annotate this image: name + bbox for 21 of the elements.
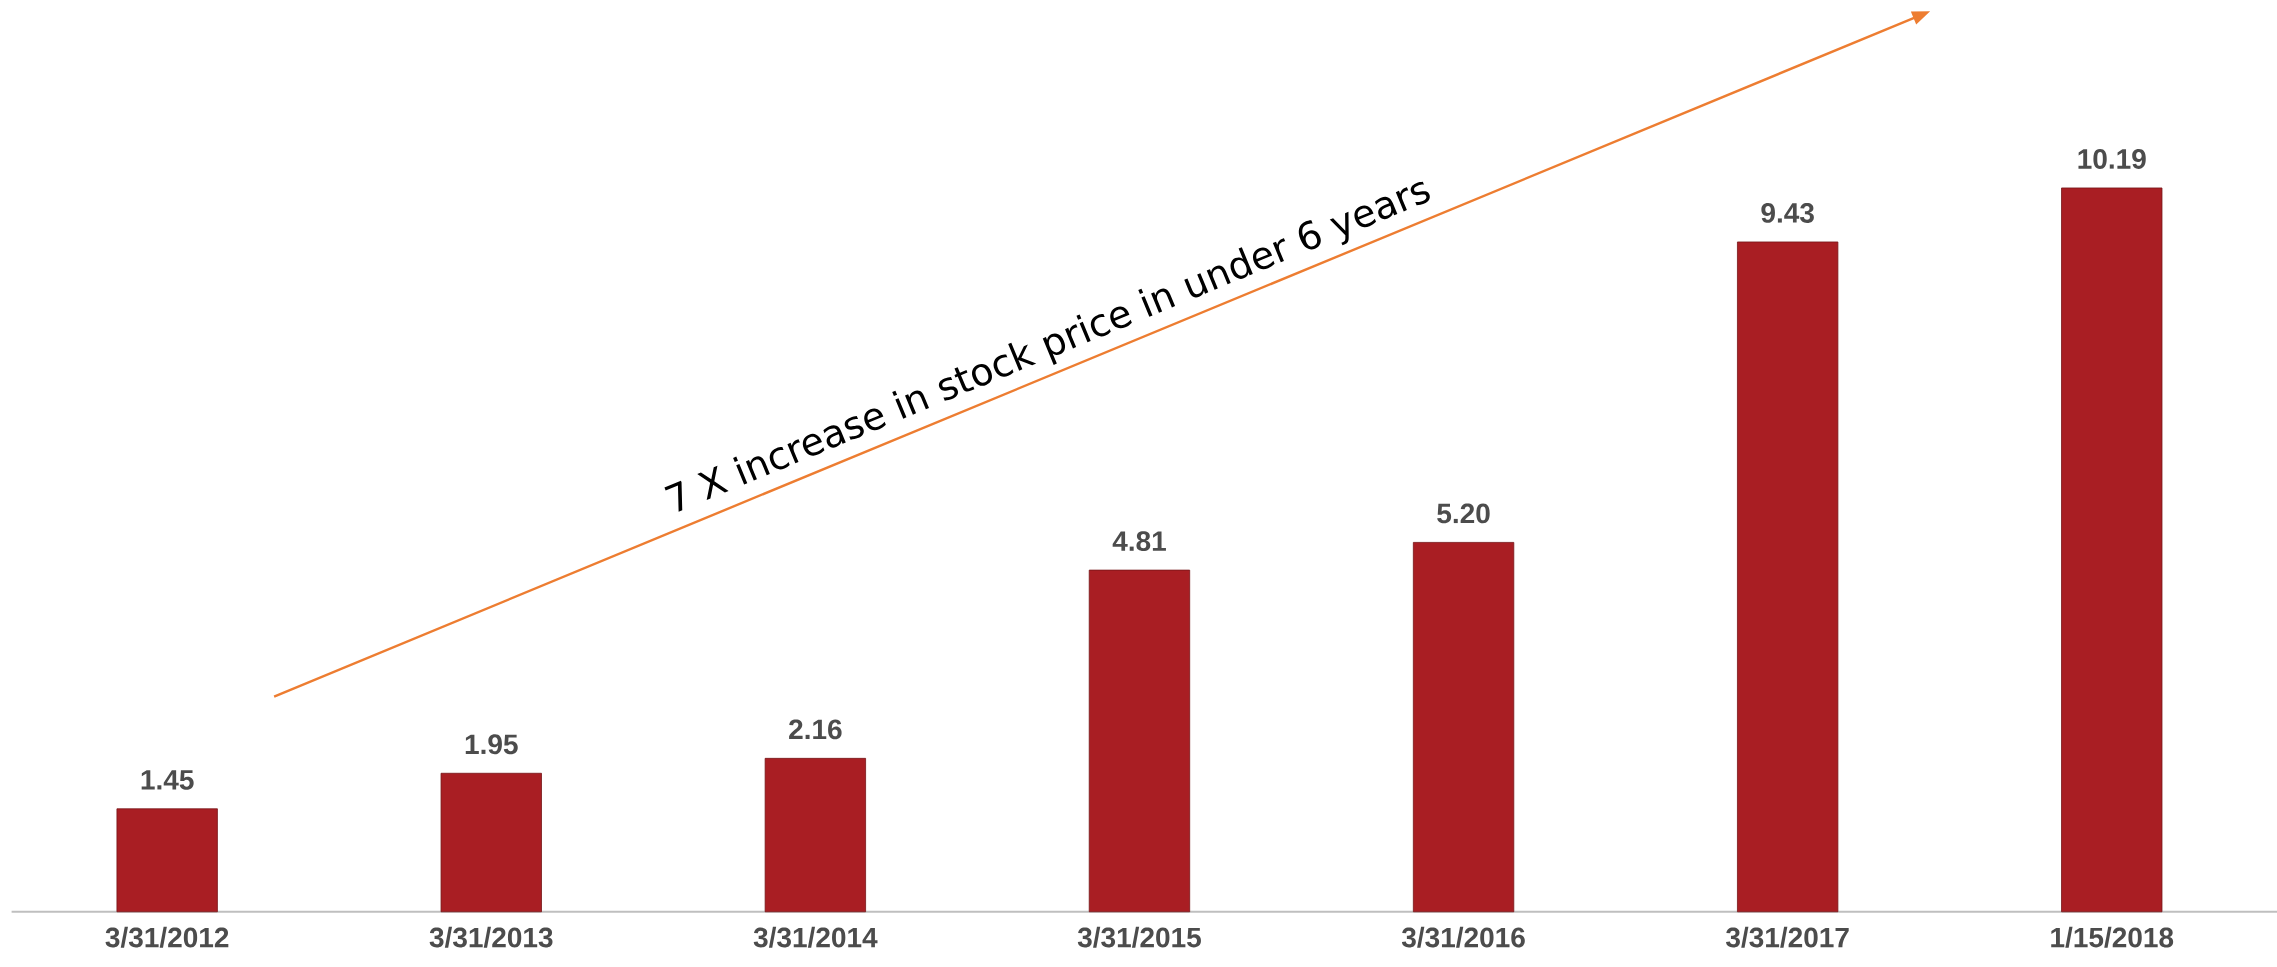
data-label: 10.19 [2078,149,2146,169]
data-label: 4.81 [1112,531,1166,552]
bar [440,772,542,913]
bar [116,808,218,913]
data-label: 5.20 [1437,503,1490,524]
data-label: 1.45 [141,770,194,790]
x-tick-label: 1/15/2018 [2051,926,2174,948]
x-tick-label: 3/31/2016 [1401,926,1525,948]
data-label: 2.16 [789,719,842,740]
x-tick-label: 3/31/2015 [1077,926,1201,948]
bar [1412,542,1515,913]
data-label: 9.43 [1761,203,1814,223]
bar [1737,241,1839,913]
data-label: 1.95 [465,734,518,755]
bar [2061,187,2163,913]
bar [764,757,867,913]
x-tick-label: 3/31/2017 [1726,926,1849,948]
x-tick-label: 3/31/2014 [753,926,878,948]
x-tick-label: 3/31/2012 [105,926,229,948]
x-tick-label: 3/31/2013 [429,926,553,948]
bar [1088,569,1191,913]
